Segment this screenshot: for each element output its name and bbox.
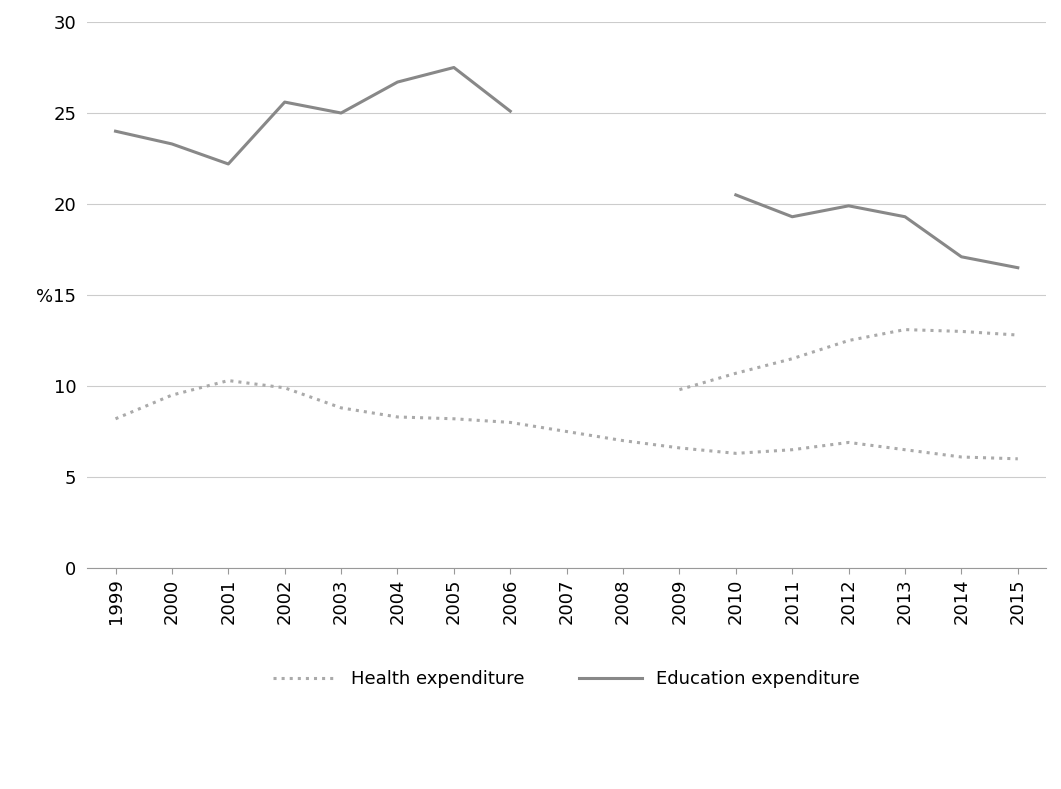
Legend: Health expenditure, Education expenditure: Health expenditure, Education expenditur… [266,663,867,696]
